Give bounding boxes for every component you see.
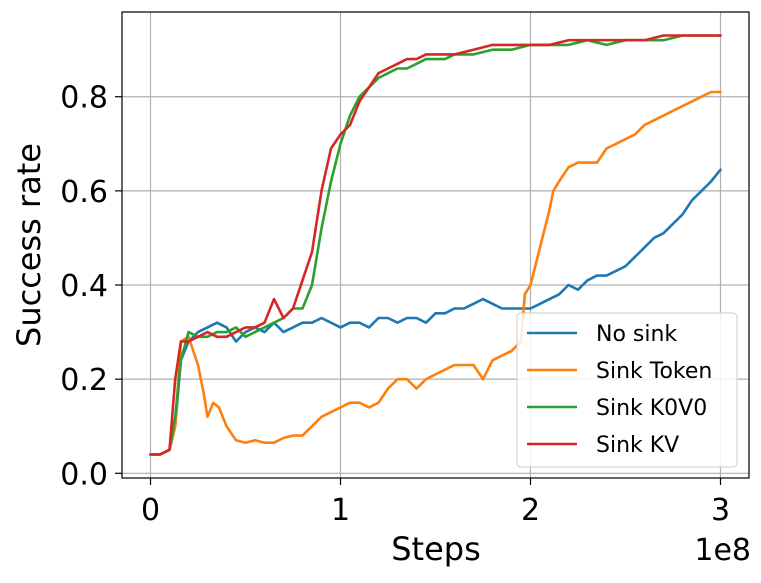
y-tick-label-4: 0.8 [60,81,108,116]
legend-label-2: Sink K0V0 [596,396,707,421]
grid-lines [122,12,749,478]
x-axis-offset-text: 1e8 [694,533,751,568]
y-axis-label: Success rate [10,143,48,347]
series-line-1 [149,90,722,456]
y-tick-label-3: 0.6 [60,175,108,210]
series-line-2 [149,34,722,456]
series-lines [149,34,722,456]
legend-label-0: No sink [596,322,677,347]
x-axis-label: Steps [391,530,481,568]
legend-label-3: Sink KV [596,433,679,458]
x-tick-label-0: 0 [141,493,160,528]
y-tick-label-2: 0.4 [60,269,108,304]
legend: No sink Sink Token Sink K0V0 Sink KV [516,312,738,468]
axis-ticks: 0 1 2 3 0.0 0.2 0.4 0.6 0.8 [60,81,730,528]
y-tick-label-0: 0.0 [60,457,108,492]
x-tick-label-2: 2 [521,493,540,528]
y-tick-label-1: 0.2 [60,363,108,398]
legend-box [516,312,738,468]
series-line-3 [149,34,722,456]
x-tick-label-1: 1 [331,493,350,528]
plot-frame [121,11,750,479]
series-line-0 [149,168,722,456]
x-tick-label-3: 3 [711,493,730,528]
legend-label-1: Sink Token [596,359,712,384]
